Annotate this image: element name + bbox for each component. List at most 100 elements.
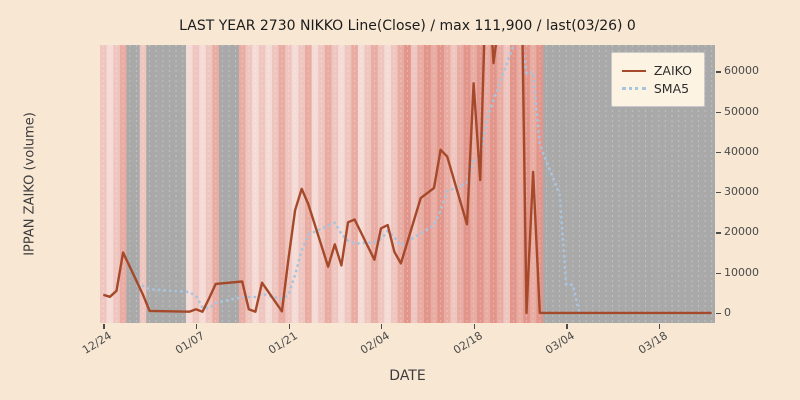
x-axis-label: DATE	[389, 368, 426, 384]
y-tick-mark	[716, 111, 721, 113]
background-band	[351, 45, 359, 323]
sma5-line	[141, 45, 714, 315]
background-band	[219, 45, 227, 323]
background-band	[113, 45, 121, 323]
background-band	[126, 45, 134, 323]
background-band	[503, 45, 511, 323]
y-tick-label: 60000	[724, 64, 759, 78]
background-band	[470, 45, 478, 323]
background-band	[397, 45, 405, 323]
background-band	[410, 45, 418, 323]
background-band	[390, 45, 398, 323]
zaiko-line-sample-icon	[621, 69, 646, 72]
background-band	[324, 45, 332, 323]
x-tick-mark	[195, 324, 198, 329]
background-band	[476, 45, 484, 323]
background-band	[271, 45, 279, 323]
background-band	[199, 45, 207, 323]
y-tick-label: 20000	[724, 225, 759, 239]
background-band	[523, 45, 531, 323]
background-band	[595, 45, 603, 323]
background-band	[245, 45, 253, 323]
background-band	[688, 45, 696, 323]
background-band	[668, 45, 676, 323]
y-tick-label: 30000	[724, 185, 759, 199]
x-tick-label: 01/21	[265, 329, 300, 357]
background-band	[642, 45, 650, 323]
background-band	[569, 45, 577, 323]
background-band	[516, 45, 524, 323]
background-band	[490, 45, 498, 323]
background-band	[100, 45, 108, 323]
background-band	[357, 45, 365, 323]
background-band	[655, 45, 663, 323]
background-band	[510, 45, 518, 323]
background-band	[225, 45, 233, 323]
x-tick-mark	[381, 324, 383, 329]
background-band	[285, 45, 293, 323]
y-tick-label: 40000	[724, 144, 759, 158]
background-band	[675, 45, 683, 323]
background-band	[549, 45, 557, 323]
background-band	[701, 45, 709, 323]
background-band	[185, 45, 193, 323]
background-band	[212, 45, 220, 323]
background-band	[146, 45, 154, 323]
legend-item-zaiko: ZAIKO	[621, 63, 692, 78]
background-band	[377, 45, 385, 323]
chart-title: LAST YEAR 2730 NIKKO Line(Close) / max 1…	[179, 18, 636, 34]
background-band	[437, 45, 445, 323]
background-band	[278, 45, 286, 323]
x-tick-mark	[566, 324, 568, 329]
background-band	[443, 45, 451, 323]
y-tick-mark	[716, 71, 721, 73]
y-tick-mark	[716, 272, 721, 274]
background-band	[139, 45, 147, 323]
background-band	[159, 45, 167, 323]
background-band	[424, 45, 432, 323]
chart-canvas	[100, 45, 715, 323]
background-band	[305, 45, 313, 323]
background-band	[629, 45, 637, 323]
legend: ZAIKO SMA5	[610, 52, 705, 107]
background-band	[543, 45, 551, 323]
background-band	[232, 45, 240, 323]
background-band	[576, 45, 584, 323]
y-tick-label: 0	[724, 305, 731, 319]
background-band	[344, 45, 352, 323]
x-tick-mark	[288, 324, 290, 329]
legend-label-sma5: SMA5	[653, 81, 690, 96]
background-band	[483, 45, 491, 323]
y-tick-mark	[716, 192, 721, 194]
background-band	[331, 45, 339, 323]
legend-label-zaiko: ZAIKO	[653, 63, 692, 78]
background-band	[602, 45, 610, 323]
background-band	[205, 45, 213, 323]
background-band	[695, 45, 703, 323]
background-band	[166, 45, 174, 323]
background-band	[622, 45, 630, 323]
background-band	[648, 45, 656, 323]
background-band	[238, 45, 246, 323]
x-tick-label: 01/07	[173, 329, 207, 357]
y-tick-mark	[716, 151, 721, 154]
background-band	[311, 45, 319, 323]
background-band	[556, 45, 564, 323]
background-band	[662, 45, 670, 323]
background-band	[562, 45, 570, 323]
y-tick-mark	[716, 312, 721, 315]
x-tick-label: 12/24	[80, 329, 115, 357]
background-band	[252, 45, 260, 323]
background-band	[106, 45, 114, 323]
background-band	[582, 45, 590, 323]
background-band	[172, 45, 180, 323]
zaiko-line	[102, 45, 712, 315]
x-tick-label: 03/18	[635, 329, 670, 357]
background-band	[536, 45, 544, 323]
background-band	[133, 45, 141, 323]
background-band	[496, 45, 504, 323]
background-band	[457, 45, 465, 323]
background-band	[364, 45, 372, 323]
background-band	[152, 45, 160, 323]
y-tick-mark	[716, 232, 721, 234]
